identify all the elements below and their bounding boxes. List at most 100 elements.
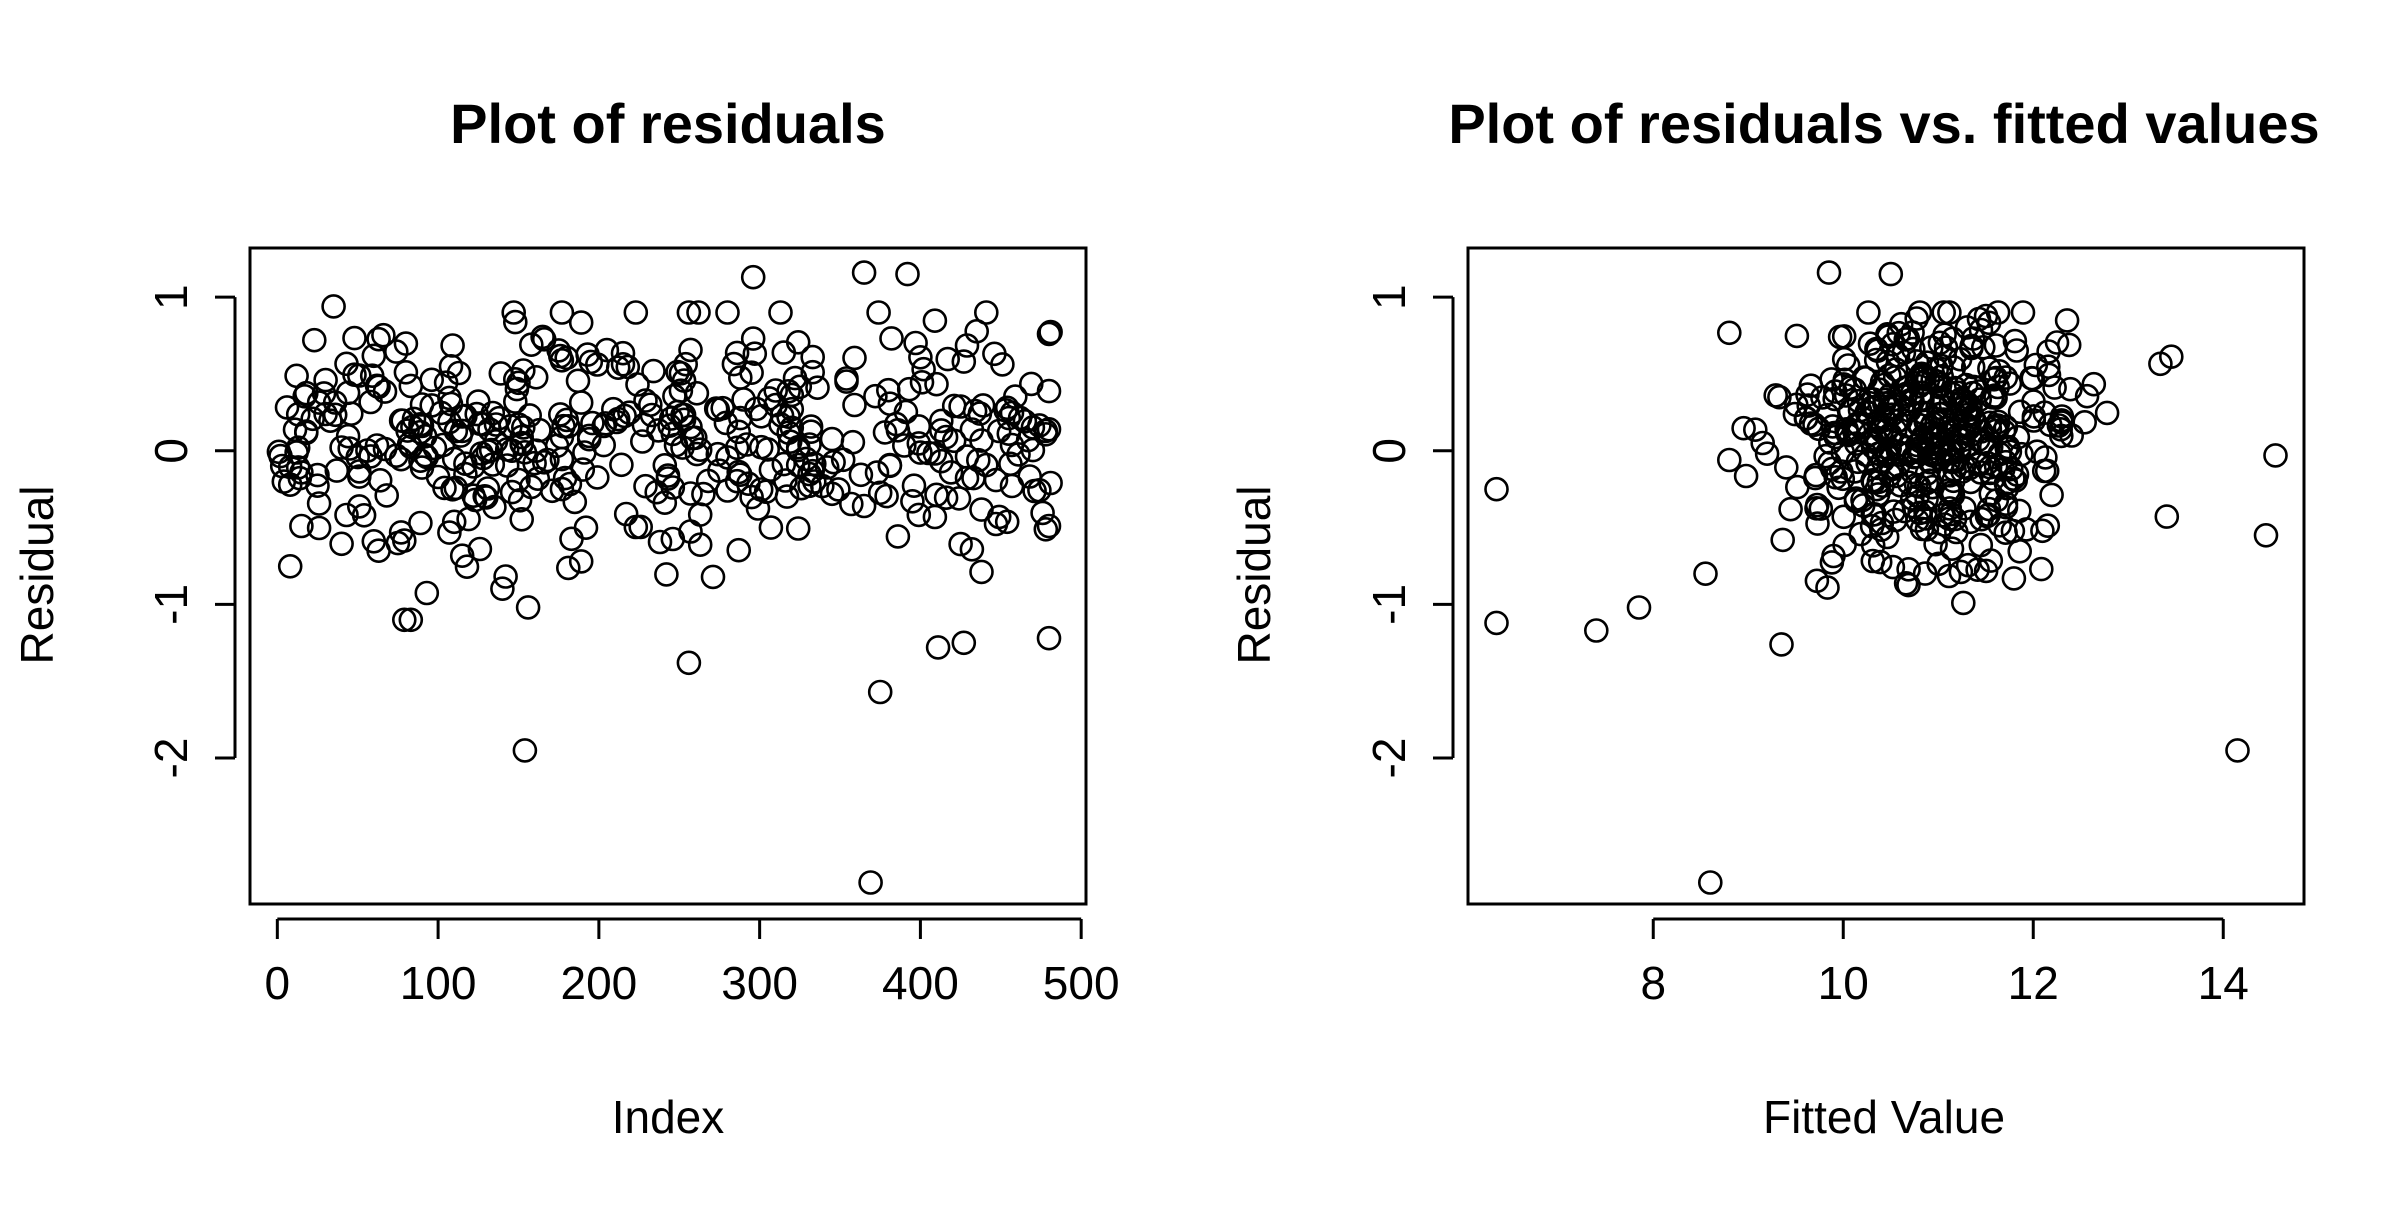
- left-data-point: [437, 409, 462, 435]
- right-data-point: [1820, 456, 1845, 482]
- left-data-point: [329, 435, 354, 460]
- right-data-point: [1937, 300, 1962, 325]
- left-data-point: [842, 345, 867, 371]
- left-y-axis-label: Residual: [11, 486, 63, 665]
- left-data-point: [419, 393, 445, 418]
- left-data-point: [668, 378, 694, 404]
- right-data-point: [2054, 308, 2080, 333]
- left-data-point: [277, 553, 303, 579]
- left-data-point: [686, 300, 711, 325]
- left-data-point: [961, 465, 986, 491]
- left-data-point: [573, 515, 599, 541]
- right-data-point: [1805, 511, 1830, 536]
- left-data-point: [814, 455, 840, 480]
- left-data-point: [911, 356, 936, 382]
- left-data-point: [745, 496, 771, 521]
- left-data-point: [678, 337, 703, 363]
- left-data-point: [509, 506, 535, 532]
- right-data-point: [1904, 349, 1930, 374]
- right-data-point: [1698, 870, 1723, 895]
- right-data-point: [1717, 447, 1742, 473]
- right-data-point: [1860, 394, 1886, 420]
- left-data-point: [568, 390, 594, 415]
- left-data-point: [337, 436, 363, 461]
- left-data-point: [700, 564, 726, 590]
- right-data-point: [1939, 536, 1965, 562]
- left-data-point: [293, 419, 319, 444]
- right-data-point: [1920, 474, 1945, 500]
- right-data-point: [2007, 399, 2033, 425]
- left-data-point: [501, 300, 527, 325]
- left-data-point: [359, 363, 385, 389]
- left-data-point: [834, 366, 859, 391]
- right-data-point: [1878, 261, 1904, 287]
- right-data-point: [1927, 372, 1953, 397]
- right-data-point: [1936, 563, 1962, 589]
- left-data-point: [740, 326, 766, 351]
- left-data-point: [1036, 513, 1062, 539]
- left-data-point: [967, 401, 993, 426]
- left-data-point: [671, 368, 697, 393]
- right-data-point: [2044, 330, 2070, 355]
- right-data-point: [1896, 572, 1921, 598]
- right-plot-frame: [1466, 246, 2306, 906]
- left-data-point: [819, 481, 845, 507]
- left-data-point: [610, 340, 636, 366]
- left-data-point: [928, 408, 954, 434]
- left-data-point: [842, 392, 867, 418]
- left-data-point: [948, 531, 973, 557]
- right-data-point: [1769, 632, 1794, 657]
- left-data-point: [909, 369, 935, 395]
- right-data-point: [1987, 441, 2012, 467]
- left-data-point: [462, 487, 488, 513]
- right-data-point: [1626, 595, 1652, 620]
- left-data-point: [938, 460, 964, 485]
- left-data-point: [916, 440, 941, 466]
- left-y-tick-label: 1: [145, 284, 197, 310]
- right-data-point: [1778, 496, 1803, 522]
- right-data-point: [1860, 434, 1886, 460]
- right-y-tick-label: -2: [1363, 738, 1415, 779]
- left-data-point: [848, 462, 874, 488]
- right-data-point: [1983, 365, 2009, 391]
- left-data-point: [1020, 437, 1046, 463]
- left-data-point: [941, 428, 967, 454]
- left-data-point: [973, 452, 999, 478]
- left-data-point: [361, 343, 387, 369]
- left-data-point: [425, 464, 451, 490]
- left-data-point: [391, 607, 417, 633]
- left-data-point: [266, 439, 292, 465]
- left-data-point: [924, 482, 949, 508]
- left-data-point: [906, 502, 932, 528]
- left-data-point: [676, 300, 702, 325]
- left-data-point: [990, 352, 1015, 377]
- left-data-point: [284, 363, 309, 389]
- right-data-point: [1867, 549, 1893, 575]
- right-data-point: [1823, 420, 1848, 446]
- right-data-point: [1997, 439, 2023, 465]
- right-data-point: [1717, 320, 1742, 346]
- left-data-point: [660, 526, 686, 552]
- left-data-point: [306, 515, 332, 541]
- left-data-point: [851, 493, 877, 519]
- left-data-point: [805, 375, 830, 401]
- left-data-point: [724, 340, 750, 366]
- left-data-point: [446, 360, 472, 386]
- right-panel: Plot of residuals vs. fitted values Fitt…: [1228, 92, 2320, 1143]
- left-data-point: [1033, 418, 1059, 444]
- left-data-point: [440, 333, 465, 358]
- left-data-point: [408, 510, 433, 536]
- left-data-point: [615, 354, 641, 380]
- left-data-point: [858, 870, 883, 895]
- left-data-point: [506, 467, 531, 493]
- left-data-point: [731, 387, 756, 412]
- left-data-point: [430, 432, 456, 458]
- left-data-point: [763, 378, 789, 403]
- left-data-point: [821, 449, 846, 475]
- right-data-point: [1930, 502, 1955, 528]
- left-data-point: [739, 360, 764, 386]
- left-data-point: [515, 595, 541, 620]
- left-data-point: [285, 455, 311, 480]
- left-data-point: [652, 452, 678, 478]
